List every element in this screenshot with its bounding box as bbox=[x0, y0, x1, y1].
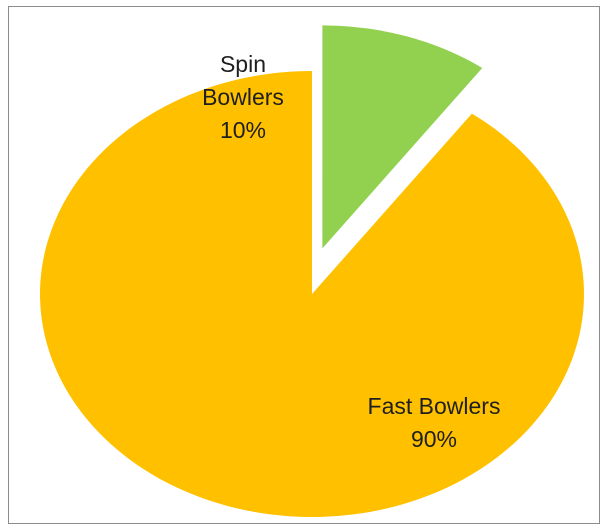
slice-percent-spin-bowlers: 10% bbox=[220, 117, 266, 143]
pie-slice-fast-bowlers bbox=[39, 71, 584, 517]
slice-percent-fast-bowlers: 90% bbox=[411, 426, 457, 452]
slice-label-fast-bowlers: Fast Bowlers bbox=[368, 393, 501, 419]
pie-slice-spin-bowlers bbox=[322, 25, 483, 249]
slice-label-spin-bowlers: Spin Bowlers bbox=[202, 51, 284, 110]
